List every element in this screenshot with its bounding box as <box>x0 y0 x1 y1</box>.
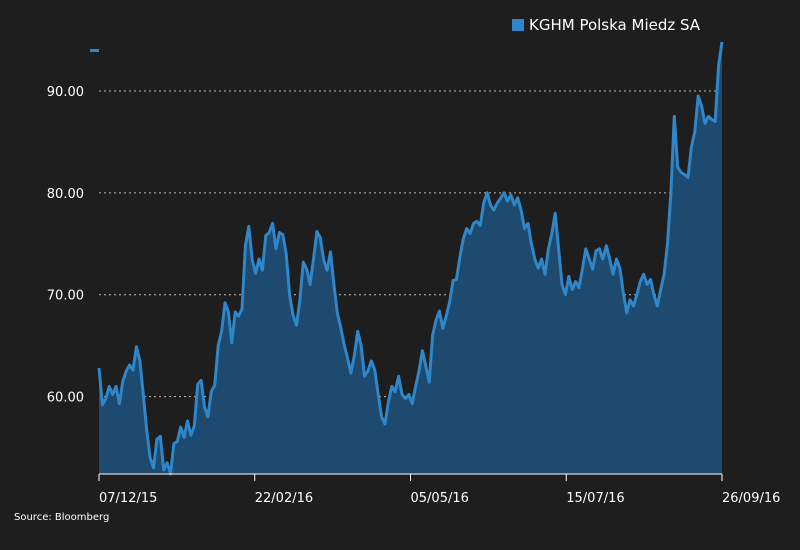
y-tick-label: 90.00 <box>47 85 84 100</box>
axes <box>98 473 723 481</box>
x-tick-label: 05/05/16 <box>411 491 469 506</box>
legend: KGHM Polska Miedz SA <box>512 16 700 34</box>
legend-label: KGHM Polska Miedz SA <box>529 16 701 34</box>
x-tick-label: 26/09/16 <box>722 491 780 506</box>
y-tick-labels: 60.00 70.00 80.00 90.00 <box>47 85 84 406</box>
x-tick-label: 15/07/16 <box>566 491 624 506</box>
legend-swatch <box>512 19 524 31</box>
x-tick-label: 07/12/15 <box>99 491 157 506</box>
x-tick-labels: 07/12/15 22/02/16 05/05/16 15/07/16 26/09/16 <box>99 491 780 506</box>
x-tick-label: 22/02/16 <box>255 491 313 506</box>
last-value-marker <box>90 49 99 52</box>
y-tick-label: 60.00 <box>47 391 84 406</box>
y-tick-label: 80.00 <box>47 187 84 202</box>
series-area-group <box>97 41 724 476</box>
source-note: Source: Bloomberg <box>14 512 110 523</box>
y-tick-label: 70.00 <box>47 289 84 304</box>
series-area <box>99 42 722 474</box>
series-line <box>97 41 724 476</box>
